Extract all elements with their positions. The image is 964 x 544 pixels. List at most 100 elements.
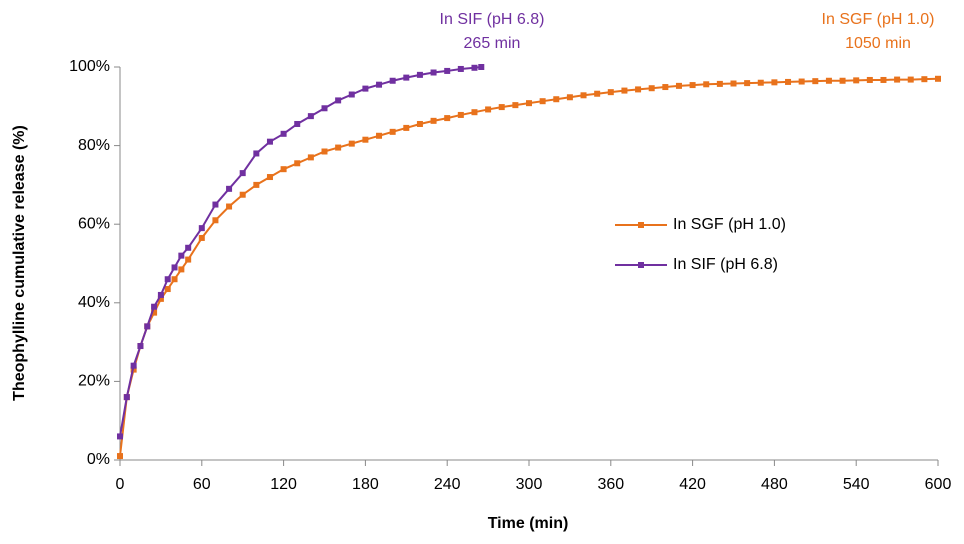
point <box>498 104 505 111</box>
point <box>430 117 437 124</box>
point <box>935 75 941 82</box>
point <box>376 81 383 88</box>
point <box>389 77 396 84</box>
point <box>348 140 355 147</box>
point <box>716 80 723 87</box>
point <box>198 225 205 232</box>
x-tick-label: 0 <box>116 476 125 493</box>
legend-label: In SIF (pH 6.8) <box>673 256 778 273</box>
point <box>198 234 205 241</box>
legend-label: In SGF (pH 1.0) <box>673 216 786 233</box>
point <box>117 433 123 440</box>
point <box>853 77 860 84</box>
series <box>117 64 485 440</box>
point <box>137 343 144 350</box>
point <box>253 181 260 188</box>
point <box>894 76 901 83</box>
point <box>117 453 123 460</box>
x-tick-label: 360 <box>597 476 624 493</box>
point <box>239 191 246 198</box>
x-tick-label: 120 <box>270 476 297 493</box>
point <box>307 113 314 120</box>
point <box>457 65 464 72</box>
point <box>266 174 273 181</box>
point <box>157 291 164 298</box>
point <box>403 124 410 131</box>
point <box>662 84 669 91</box>
point <box>703 81 710 88</box>
point <box>294 120 301 127</box>
point <box>785 78 792 85</box>
point <box>907 76 914 83</box>
point <box>164 276 171 283</box>
point <box>744 80 751 87</box>
point <box>553 96 560 103</box>
point <box>526 100 532 107</box>
x-tick-label: 540 <box>843 476 870 493</box>
point <box>757 79 764 86</box>
point <box>798 78 805 85</box>
point <box>389 128 396 135</box>
y-tick-label: 100% <box>69 58 110 75</box>
y-tick-label: 60% <box>78 215 110 232</box>
point <box>226 203 233 210</box>
point <box>921 76 928 83</box>
point <box>178 252 185 259</box>
point <box>144 323 151 330</box>
legend-marker <box>638 262 644 268</box>
point <box>471 64 478 71</box>
point <box>335 144 342 151</box>
x-tick-label: 240 <box>434 476 461 493</box>
point <box>825 77 832 84</box>
point <box>580 92 587 99</box>
y-axis-label: Theophylline cumulative release (%) <box>11 125 28 401</box>
x-tick-label: 180 <box>352 476 379 493</box>
point <box>675 82 682 89</box>
x-tick-label: 480 <box>761 476 788 493</box>
point <box>123 394 130 401</box>
point <box>444 115 451 122</box>
y-tick-label: 80% <box>78 137 110 154</box>
y-tick-label: 40% <box>78 294 110 311</box>
point <box>689 82 696 89</box>
point <box>607 89 614 96</box>
x-tick-label: 300 <box>516 476 543 493</box>
annotation: 1050 min <box>845 35 911 52</box>
point <box>376 132 383 139</box>
point <box>403 74 410 81</box>
point <box>226 185 233 192</box>
point <box>321 148 328 155</box>
point <box>294 160 301 167</box>
point <box>212 201 219 208</box>
point <box>539 98 546 105</box>
point <box>594 90 601 97</box>
x-tick-label: 420 <box>679 476 706 493</box>
point <box>566 94 573 101</box>
point <box>416 120 423 127</box>
point <box>212 217 219 224</box>
series <box>117 75 941 460</box>
annotation: In SIF (pH 6.8) <box>440 11 545 28</box>
point <box>512 102 519 109</box>
x-axis-label: Time (min) <box>488 515 569 532</box>
point <box>171 264 178 271</box>
point <box>478 64 485 70</box>
point <box>471 109 478 116</box>
point <box>171 276 178 283</box>
point <box>348 91 355 98</box>
point <box>485 106 492 113</box>
point <box>730 80 737 87</box>
point <box>151 303 158 310</box>
point <box>321 105 328 112</box>
point <box>335 97 342 104</box>
point <box>621 87 628 94</box>
point <box>185 244 192 251</box>
point <box>362 85 369 92</box>
annotation: In SGF (pH 1.0) <box>822 11 935 28</box>
point <box>362 136 369 143</box>
point <box>457 111 464 118</box>
point <box>635 86 642 93</box>
legend-marker <box>638 222 644 228</box>
point <box>307 154 314 161</box>
